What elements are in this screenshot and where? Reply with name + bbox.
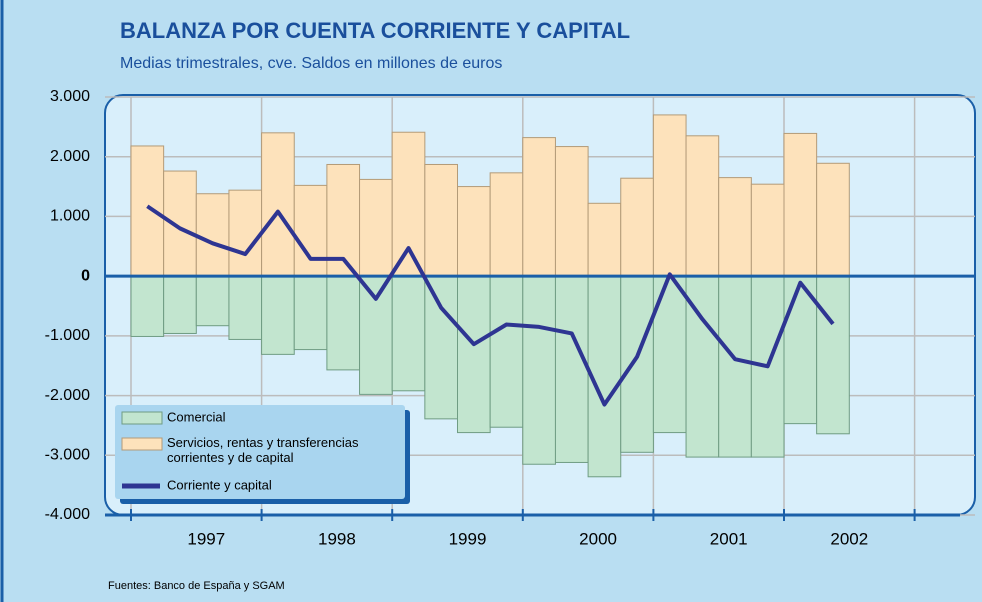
bar <box>652 114 687 277</box>
bar <box>816 162 850 277</box>
bar <box>261 275 295 355</box>
bar <box>620 275 654 453</box>
bar <box>326 275 361 371</box>
bar <box>489 172 524 277</box>
bar <box>261 132 295 277</box>
bar <box>391 131 426 277</box>
bar <box>293 184 328 277</box>
legend-swatch <box>121 411 163 425</box>
bar <box>163 170 197 277</box>
bar <box>359 275 393 395</box>
bar <box>718 275 752 458</box>
bar <box>522 137 556 277</box>
bar <box>130 275 165 337</box>
bar <box>718 177 752 277</box>
bar <box>359 178 393 277</box>
chart-subtitle: Medias trimestrales, cve. Saldos en mill… <box>120 55 502 72</box>
legend-label: Comercial <box>167 409 226 424</box>
legend-swatch <box>121 437 163 451</box>
bar <box>489 275 524 428</box>
bar <box>228 275 263 340</box>
bar <box>816 275 850 435</box>
x-tick-label: 1997 <box>187 529 225 548</box>
bar <box>522 275 556 465</box>
y-tick-label: -1.000 <box>45 327 90 344</box>
bar <box>783 132 818 277</box>
bar <box>163 275 197 334</box>
bar <box>750 183 785 277</box>
y-tick-label: -3.000 <box>45 447 90 464</box>
y-tick-label: 0 <box>81 267 90 284</box>
bar <box>620 177 654 277</box>
x-tick-label: 2001 <box>710 529 748 548</box>
bar <box>130 145 165 277</box>
y-tick-label: 2.000 <box>50 148 90 165</box>
x-tick-label: 1999 <box>449 529 487 548</box>
bar <box>457 275 491 434</box>
legend-label: Corriente y capital <box>167 477 272 492</box>
x-tick-label: 2000 <box>579 529 617 548</box>
bar <box>424 163 459 277</box>
legend-label: Servicios, rentas y transferencias corrie… <box>167 435 359 465</box>
y-tick-label: 1.000 <box>50 208 90 225</box>
bar <box>195 275 230 327</box>
line <box>146 204 835 407</box>
bar <box>457 186 491 277</box>
bar <box>228 189 263 277</box>
bar <box>554 146 589 277</box>
bar <box>685 135 720 277</box>
y-tick-label: 3.000 <box>50 88 90 105</box>
legend <box>115 405 405 499</box>
bar <box>554 275 589 463</box>
bar <box>587 202 622 277</box>
bar <box>195 193 230 277</box>
y-tick-label: -2.000 <box>45 387 90 404</box>
chart-title: BALANZA POR CUENTA CORRIENTE Y CAPITAL <box>120 18 630 43</box>
bar <box>293 275 328 351</box>
x-tick-label: 1998 <box>318 529 356 548</box>
bar <box>783 275 818 425</box>
bar <box>424 275 459 420</box>
bar <box>391 275 426 392</box>
source: Fuentes: Banco de España y SGAM <box>108 580 285 592</box>
x-tick-label: 2002 <box>830 529 868 548</box>
y-tick-label: -4.000 <box>45 506 90 523</box>
